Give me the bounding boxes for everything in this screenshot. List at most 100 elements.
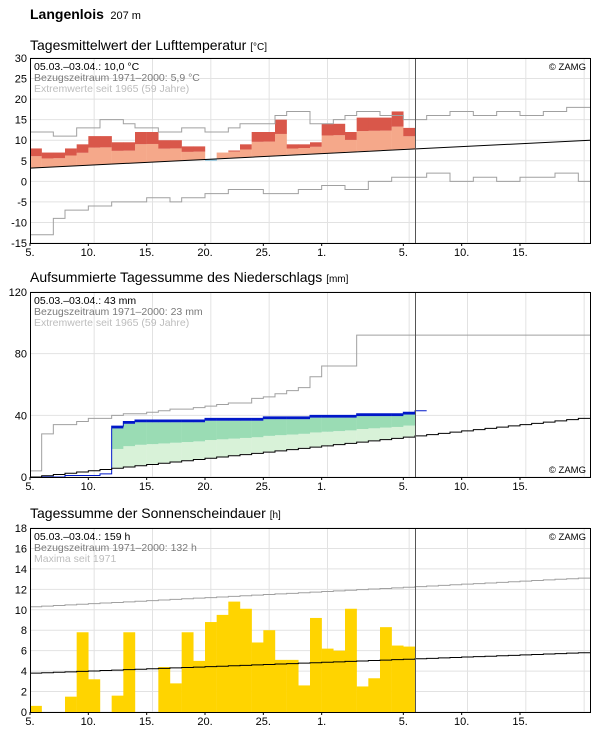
precip-above-bar	[356, 413, 369, 417]
x-tick-label: 15.	[139, 247, 154, 259]
y-tick-label: 0	[21, 176, 27, 188]
temp-above-bar	[170, 140, 182, 149]
precip-band-light	[275, 435, 287, 451]
precip-above-bar	[111, 426, 124, 429]
precip-band-dark	[228, 420, 241, 439]
precip-above-bar	[170, 419, 182, 423]
legend-line: 05.03.–03.04.: 43 mm	[34, 295, 136, 307]
precip-band-dark	[356, 416, 369, 430]
precip-band-dark	[181, 422, 194, 443]
temp-above-bar	[146, 132, 159, 144]
precip-above-bar	[286, 416, 299, 420]
sunshine-bar	[181, 632, 194, 712]
temp-band-bar	[135, 144, 147, 163]
x-tick-label: 15.	[139, 481, 154, 493]
temperature-chart: -15 -10 -5 0 5 10 15 20 25 30 5. 10. 15. 20. 25. 1. 5. 10…	[11, 53, 591, 259]
y-tick-label: 18	[15, 523, 27, 535]
x-tick-label: 1.	[317, 247, 326, 259]
precip-above-bar	[333, 415, 346, 418]
sunshine-bar	[88, 679, 101, 712]
legend-line: Maxima seit 1971	[34, 553, 116, 565]
sunshine-bar	[380, 627, 392, 712]
precip-band-dark	[123, 423, 136, 447]
y-tick-label: 0	[21, 472, 27, 484]
sunshine-bar	[321, 648, 334, 712]
precip-above-bar	[263, 416, 276, 420]
x-tick-label: 5.	[399, 716, 408, 728]
temp-band-bar	[333, 135, 346, 153]
temp-title-unit: [°C]	[250, 42, 267, 53]
precip-above-bar	[123, 421, 136, 424]
precip-band-light	[135, 444, 147, 466]
precip-band-dark	[135, 422, 147, 445]
precip-band-light	[205, 440, 217, 458]
precip-band-light	[123, 446, 136, 467]
plot-frame	[30, 58, 591, 244]
precip-band-light	[310, 432, 322, 447]
legend-line: Extremwerte seit 1965 (59 Jahre)	[34, 83, 189, 95]
temp-band-bar	[391, 126, 404, 150]
precip-band-light	[170, 442, 182, 462]
legend-line: Extremwerte seit 1965 (59 Jahre)	[34, 317, 189, 329]
y-tick-label: 2	[21, 687, 27, 699]
precip-above-bar	[345, 415, 357, 418]
x-tick-label: 5.	[399, 481, 408, 493]
precip-band-dark	[333, 417, 346, 432]
precip-band-dark	[345, 417, 357, 431]
precip-above-bar	[310, 415, 322, 418]
temp-above-bar	[65, 148, 77, 156]
precip-above-bar	[240, 418, 252, 421]
temp-above-bar	[345, 132, 357, 140]
precip-above-bar	[391, 413, 404, 417]
y-tick-label: 14	[15, 564, 27, 576]
sun-title-unit: [h]	[269, 510, 281, 521]
sunshine-bar	[123, 632, 136, 712]
y-tick-label: 12	[15, 584, 27, 596]
precip-band-dark	[380, 416, 392, 428]
temp-band-bar	[216, 152, 229, 159]
temp-above-bar	[111, 142, 124, 151]
y-tick-label: 30	[15, 53, 27, 65]
precip-above-bar	[251, 418, 264, 421]
y-tick-label: 80	[15, 349, 27, 361]
temp-above-bar	[41, 152, 54, 159]
sunshine-bar	[310, 617, 322, 712]
sunshine-bar	[193, 660, 206, 712]
temp-above-bar	[100, 136, 112, 148]
sunshine-normal-line	[30, 652, 590, 674]
precip-band-dark	[368, 416, 381, 429]
station-header: Langenlois 207 m	[30, 6, 141, 24]
temp-band-bar	[321, 135, 334, 154]
precip-band-dark	[286, 419, 299, 435]
precip-band-light	[193, 441, 206, 459]
temp-band-bar	[275, 133, 287, 156]
temp-band-bar	[356, 131, 369, 152]
legend-line: Bezugszeitraum 1971–2000: 5,9 °C	[34, 72, 200, 84]
x-tick-label: 10.	[454, 481, 469, 493]
temp-band-bar	[158, 148, 171, 162]
x-tick-label: 15.	[512, 716, 527, 728]
temp-band-bar	[65, 155, 77, 167]
temp-above-bar	[76, 144, 89, 153]
sunshine-bar	[251, 642, 264, 712]
precip-band-light	[228, 438, 241, 456]
temp-band-bar	[228, 151, 241, 158]
precip-band-light	[298, 433, 311, 448]
temp-above-bar	[380, 117, 392, 131]
precip-band-light	[240, 437, 252, 454]
sunshine-bar	[170, 683, 182, 712]
sunshine-bar	[158, 667, 171, 712]
sunshine-max-line	[30, 577, 590, 608]
precip-above-bar	[275, 416, 287, 420]
plot-frame	[30, 292, 591, 478]
precipitation-chart: 0 40 80 120 5. 10. 15. 20. 25. 1. 5. 10. 15. 05.03.–0…	[9, 287, 591, 493]
temp-above-bar	[228, 150, 241, 152]
precip-band-dark	[263, 419, 276, 436]
sun-title-text: Tagessumme der Sonnenscheindauer	[30, 505, 266, 521]
temp-band-bar	[100, 147, 112, 165]
sunshine-bar	[263, 630, 276, 712]
precip-band-dark	[111, 428, 124, 449]
temp-above-bar	[403, 127, 416, 137]
precip-band-light	[286, 434, 299, 449]
sunshine-bar	[30, 705, 42, 712]
